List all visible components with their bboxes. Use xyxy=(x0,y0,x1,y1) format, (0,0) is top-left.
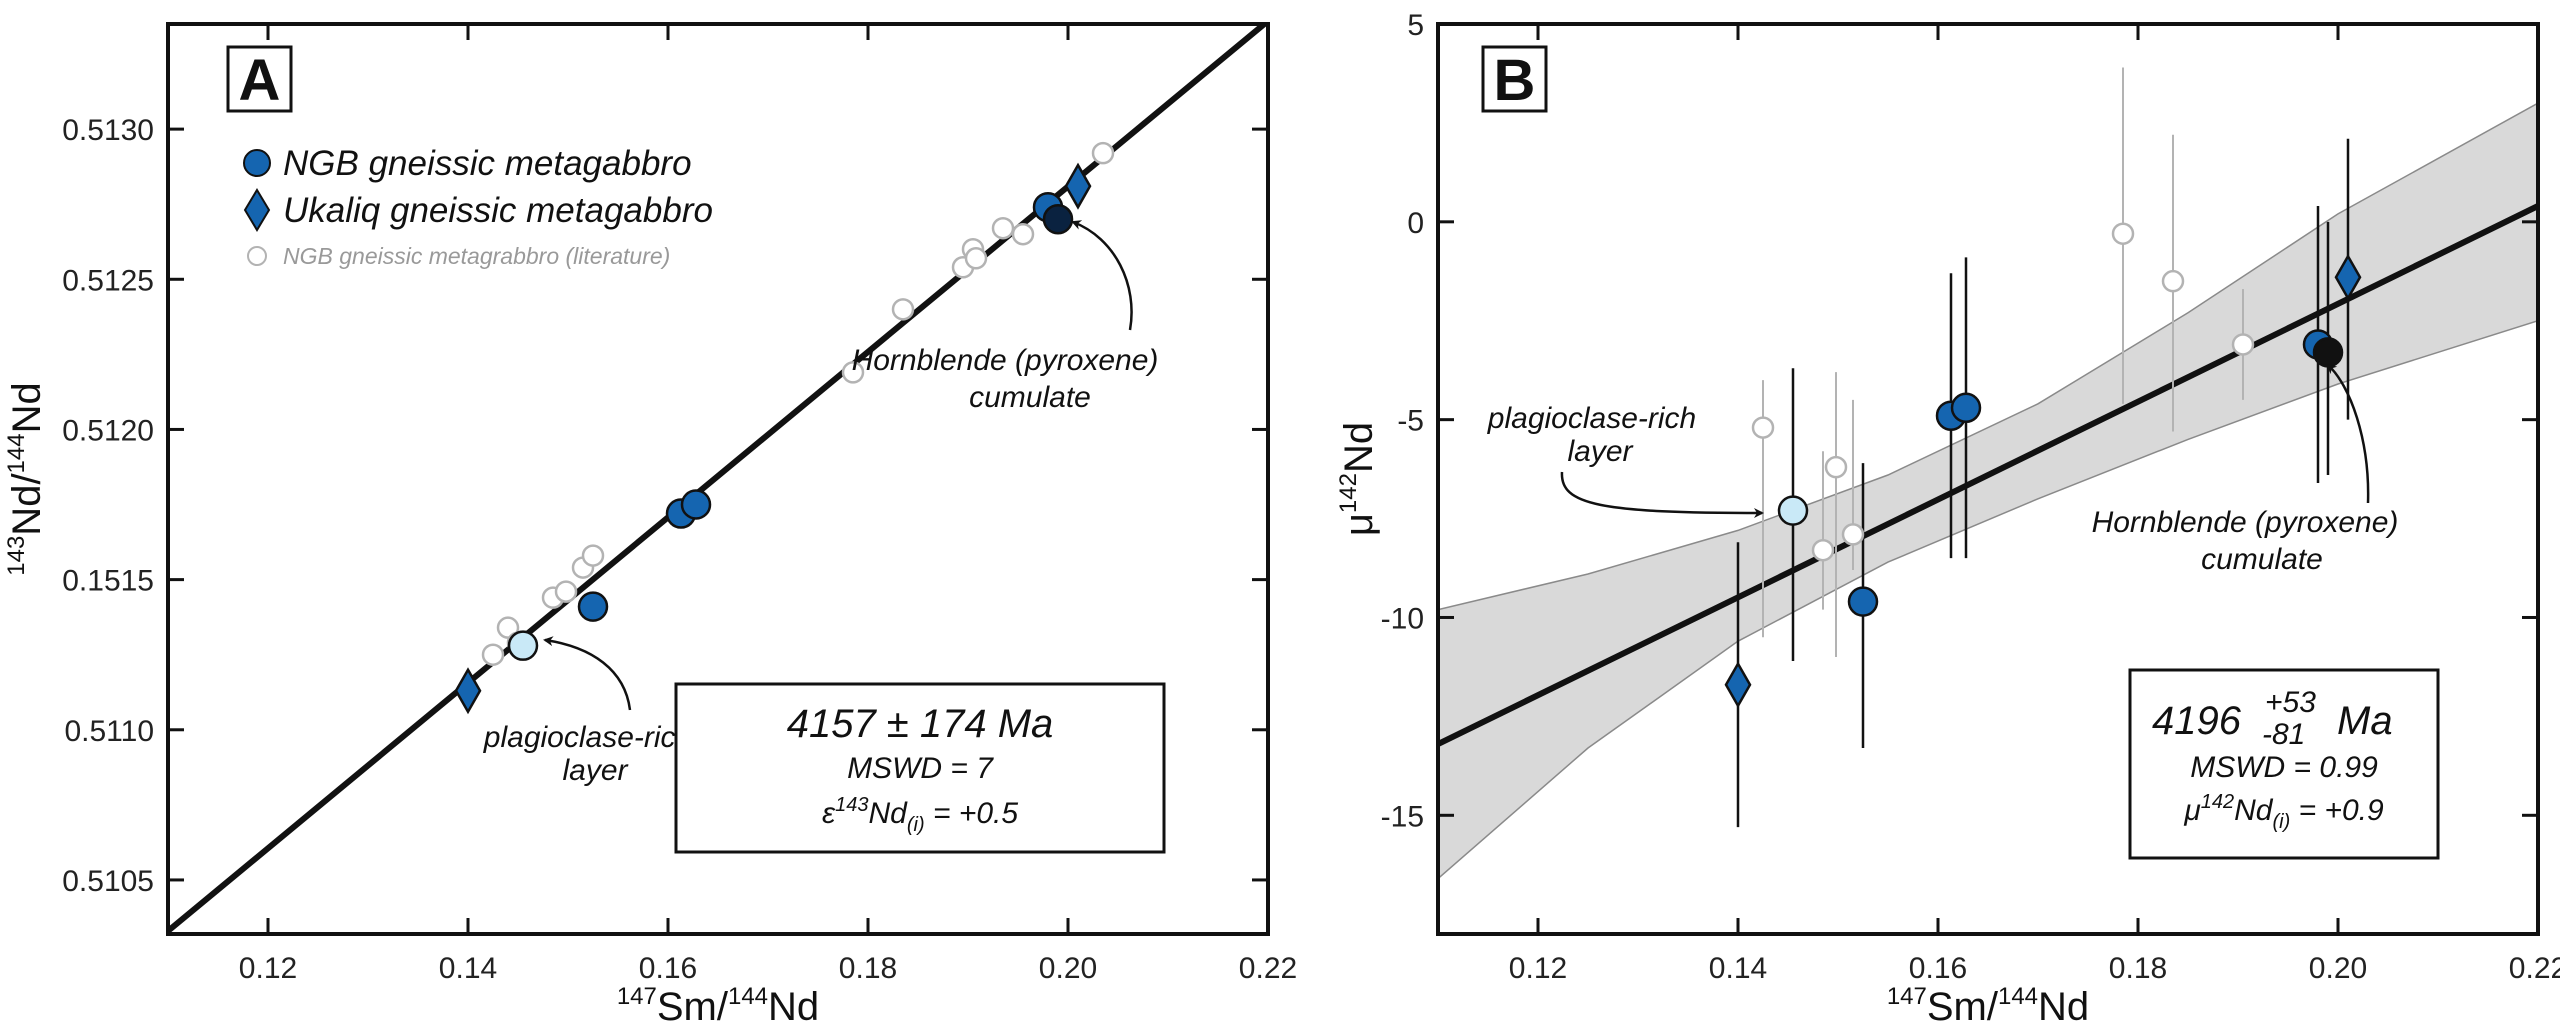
x-tick-label: 0.20 xyxy=(2309,952,2367,985)
legend-label-ukaliq: Ukaliq gneissic metagabbro xyxy=(283,191,713,230)
legend-marker-ukaliq xyxy=(243,188,271,232)
y-tick-label: 0.5105 xyxy=(62,865,154,898)
y-axis-title-b: μ142Nd xyxy=(1335,422,1381,536)
y-tick-label: 5 xyxy=(1407,9,1424,42)
data-point-ngb-gneissic-metagrabbro-literature xyxy=(991,216,1015,240)
annotation-plagioclase-b-line2: layer xyxy=(1567,435,1633,468)
data-point-ngb-gneissic-metagrabbro-literature xyxy=(1091,141,1115,165)
data-point-ngb-gneissic-metagrabbro-literature xyxy=(1011,222,1035,246)
result-box-b xyxy=(2128,668,2440,860)
annotation-arrow-plagioclase-b xyxy=(1560,471,1764,518)
data-point-hornblende-pyroxene-cumulate xyxy=(2312,337,2344,368)
result-age-a: 4157 ± 174 Ma xyxy=(787,702,1054,746)
y-tick-label: 0 xyxy=(1407,207,1424,240)
data-point-ngb-gneissic-metagrabbro-literature xyxy=(1811,538,1835,562)
isochron-line xyxy=(168,24,1268,934)
data-point-ngb-gneissic-metagabbro xyxy=(1847,586,1879,617)
x-tick-label: 0.22 xyxy=(2509,952,2560,985)
data-point-ukaliq-gneissic-metagabbro xyxy=(1064,162,1092,210)
data-point-ukaliq-gneissic-metagabbro xyxy=(454,667,482,715)
y-tick-label: 0.5120 xyxy=(62,414,154,447)
data-point-ngb-gneissic-metagabbro xyxy=(680,489,712,520)
x-tick-label: 0.16 xyxy=(1909,952,1967,985)
annotation-hornblende-b-line2: cumulate xyxy=(2201,543,2323,576)
legend-label-literature: NGB gneissic metagrabbro (literature) xyxy=(283,243,670,269)
data-point-ngb-gneissic-metagrabbro-literature xyxy=(891,298,915,321)
panel-label-b: B xyxy=(1494,48,1536,113)
data-point-ngb-gneissic-metagabbro xyxy=(1950,392,1982,424)
y-tick-label: -10 xyxy=(1381,602,1424,635)
data-point-ngb-gneissic-metagrabbro-literature xyxy=(2161,269,2185,293)
data-point-ukaliq-gneissic-metagabbro xyxy=(1724,661,1752,709)
x-tick-label: 0.20 xyxy=(1039,952,1097,985)
annotation-hornblende-a-line2: cumulate xyxy=(969,381,1091,414)
result-age-b: 4196 xyxy=(2152,699,2242,743)
legend-marker-literature xyxy=(247,246,267,266)
legend-label-ngb: NGB gneissic metagabbro xyxy=(283,144,692,183)
y-tick-label: 0.5110 xyxy=(64,715,154,748)
result-mswd-a: MSWD = 7 xyxy=(847,752,994,785)
data-point-ngb-gneissic-metagrabbro-literature xyxy=(581,544,605,567)
annotation-hornblende-b-line1: Hornblende (pyroxene) xyxy=(2092,506,2399,539)
panel-label-a: A xyxy=(239,48,281,113)
x-tick-label: 0.16 xyxy=(639,952,697,985)
panel-label-box-b xyxy=(1481,45,1548,113)
y-axis-title-a: 143Nd/144Nd xyxy=(3,382,49,575)
data-point-ngb-gneissic-metagrabbro-literature xyxy=(964,247,988,270)
legend: NGB gneissic metagabbro Ukaliq gneissic … xyxy=(243,144,713,269)
data-point-plagioclase-rich-layer xyxy=(1777,495,1809,526)
confidence-band xyxy=(1438,102,2538,880)
data-point-ngb-gneissic-metagabbro xyxy=(577,591,609,622)
plot-frame-a xyxy=(166,22,1270,936)
result-initial-a: ε143Nd(i) = +0.5 xyxy=(822,794,1018,836)
annotation-plagioclase-a-line1: plagioclase-rich xyxy=(483,721,692,754)
data-point-ngb-gneissic-metagrabbro-literature xyxy=(481,643,505,666)
data-point-plagioclase-rich-layer xyxy=(507,630,539,661)
annotation-arrow-hornblende-b xyxy=(2326,363,2370,504)
panel-b: 0.12 0.14 0.16 0.18 0.20 0.22 -15 -10 -5 0 5 B pla… xyxy=(1335,9,2560,1029)
panel-label-box-a xyxy=(226,45,293,113)
y-tick-label: -5 xyxy=(1397,405,1424,438)
annotation-hornblende-a-line1: Hornblende (pyroxene) xyxy=(852,344,1159,377)
plot-frame-b xyxy=(1436,22,2540,936)
x-tick-label: 0.14 xyxy=(439,952,497,985)
y-tick-label: -15 xyxy=(1381,800,1424,833)
legend-marker-ngb xyxy=(243,149,271,177)
x-axis-title-a: 147Sm/144Nd xyxy=(617,983,819,1029)
result-mswd-b: MSWD = 0.99 xyxy=(2190,751,2378,784)
result-age-plus-b: +53 xyxy=(2265,686,2316,719)
panel-a: 0.12 0.14 0.16 0.18 0.20 0.22 0.5105 0.5110 0.15… xyxy=(3,22,1297,1029)
annotation-arrow-plagioclase-a xyxy=(543,636,632,711)
x-tick-label: 0.14 xyxy=(1709,952,1767,985)
result-box-a xyxy=(674,682,1166,854)
x-tick-label: 0.18 xyxy=(2109,952,2167,985)
x-tick-label: 0.12 xyxy=(1509,952,1567,985)
data-point-ngb-gneissic-metagrabbro-literature xyxy=(2231,333,2255,356)
data-point-ngb-gneissic-metagrabbro-literature xyxy=(1841,523,1865,546)
annotation-arrow-hornblende-a xyxy=(1071,220,1133,331)
x-tick-label: 0.22 xyxy=(1239,952,1297,985)
data-point-ngb-gneissic-metagrabbro-literature xyxy=(554,580,578,603)
result-initial-b: μ142Nd(i) = +0.9 xyxy=(2183,791,2384,833)
x-tick-label: 0.18 xyxy=(839,952,897,985)
annotation-plagioclase-b-line1: plagioclase-rich xyxy=(1487,402,1696,435)
x-axis-title-b: 147Sm/144Nd xyxy=(1887,983,2089,1029)
data-point-hornblende-pyroxene-cumulate xyxy=(1042,203,1074,235)
data-point-ngb-gneissic-metagrabbro-literature xyxy=(1824,455,1848,479)
annotation-plagioclase-a-line2: layer xyxy=(562,754,628,787)
data-point-ukaliq-gneissic-metagabbro xyxy=(2334,253,2362,301)
data-point-ngb-gneissic-metagrabbro-literature xyxy=(1751,416,1775,439)
result-age-minus-b: -81 xyxy=(2262,718,2305,751)
regression-line xyxy=(1438,203,2538,747)
y-tick-label: 0.1515 xyxy=(62,565,154,598)
y-tick-label: 0.5130 xyxy=(62,114,154,147)
result-age-unit-b: Ma xyxy=(2337,699,2393,743)
x-tick-label: 0.12 xyxy=(239,952,297,985)
data-point-ngb-gneissic-metagrabbro-literature xyxy=(841,361,865,384)
y-tick-label: 0.5125 xyxy=(62,264,154,297)
data-point-ngb-gneissic-metagrabbro-literature xyxy=(2111,222,2135,245)
